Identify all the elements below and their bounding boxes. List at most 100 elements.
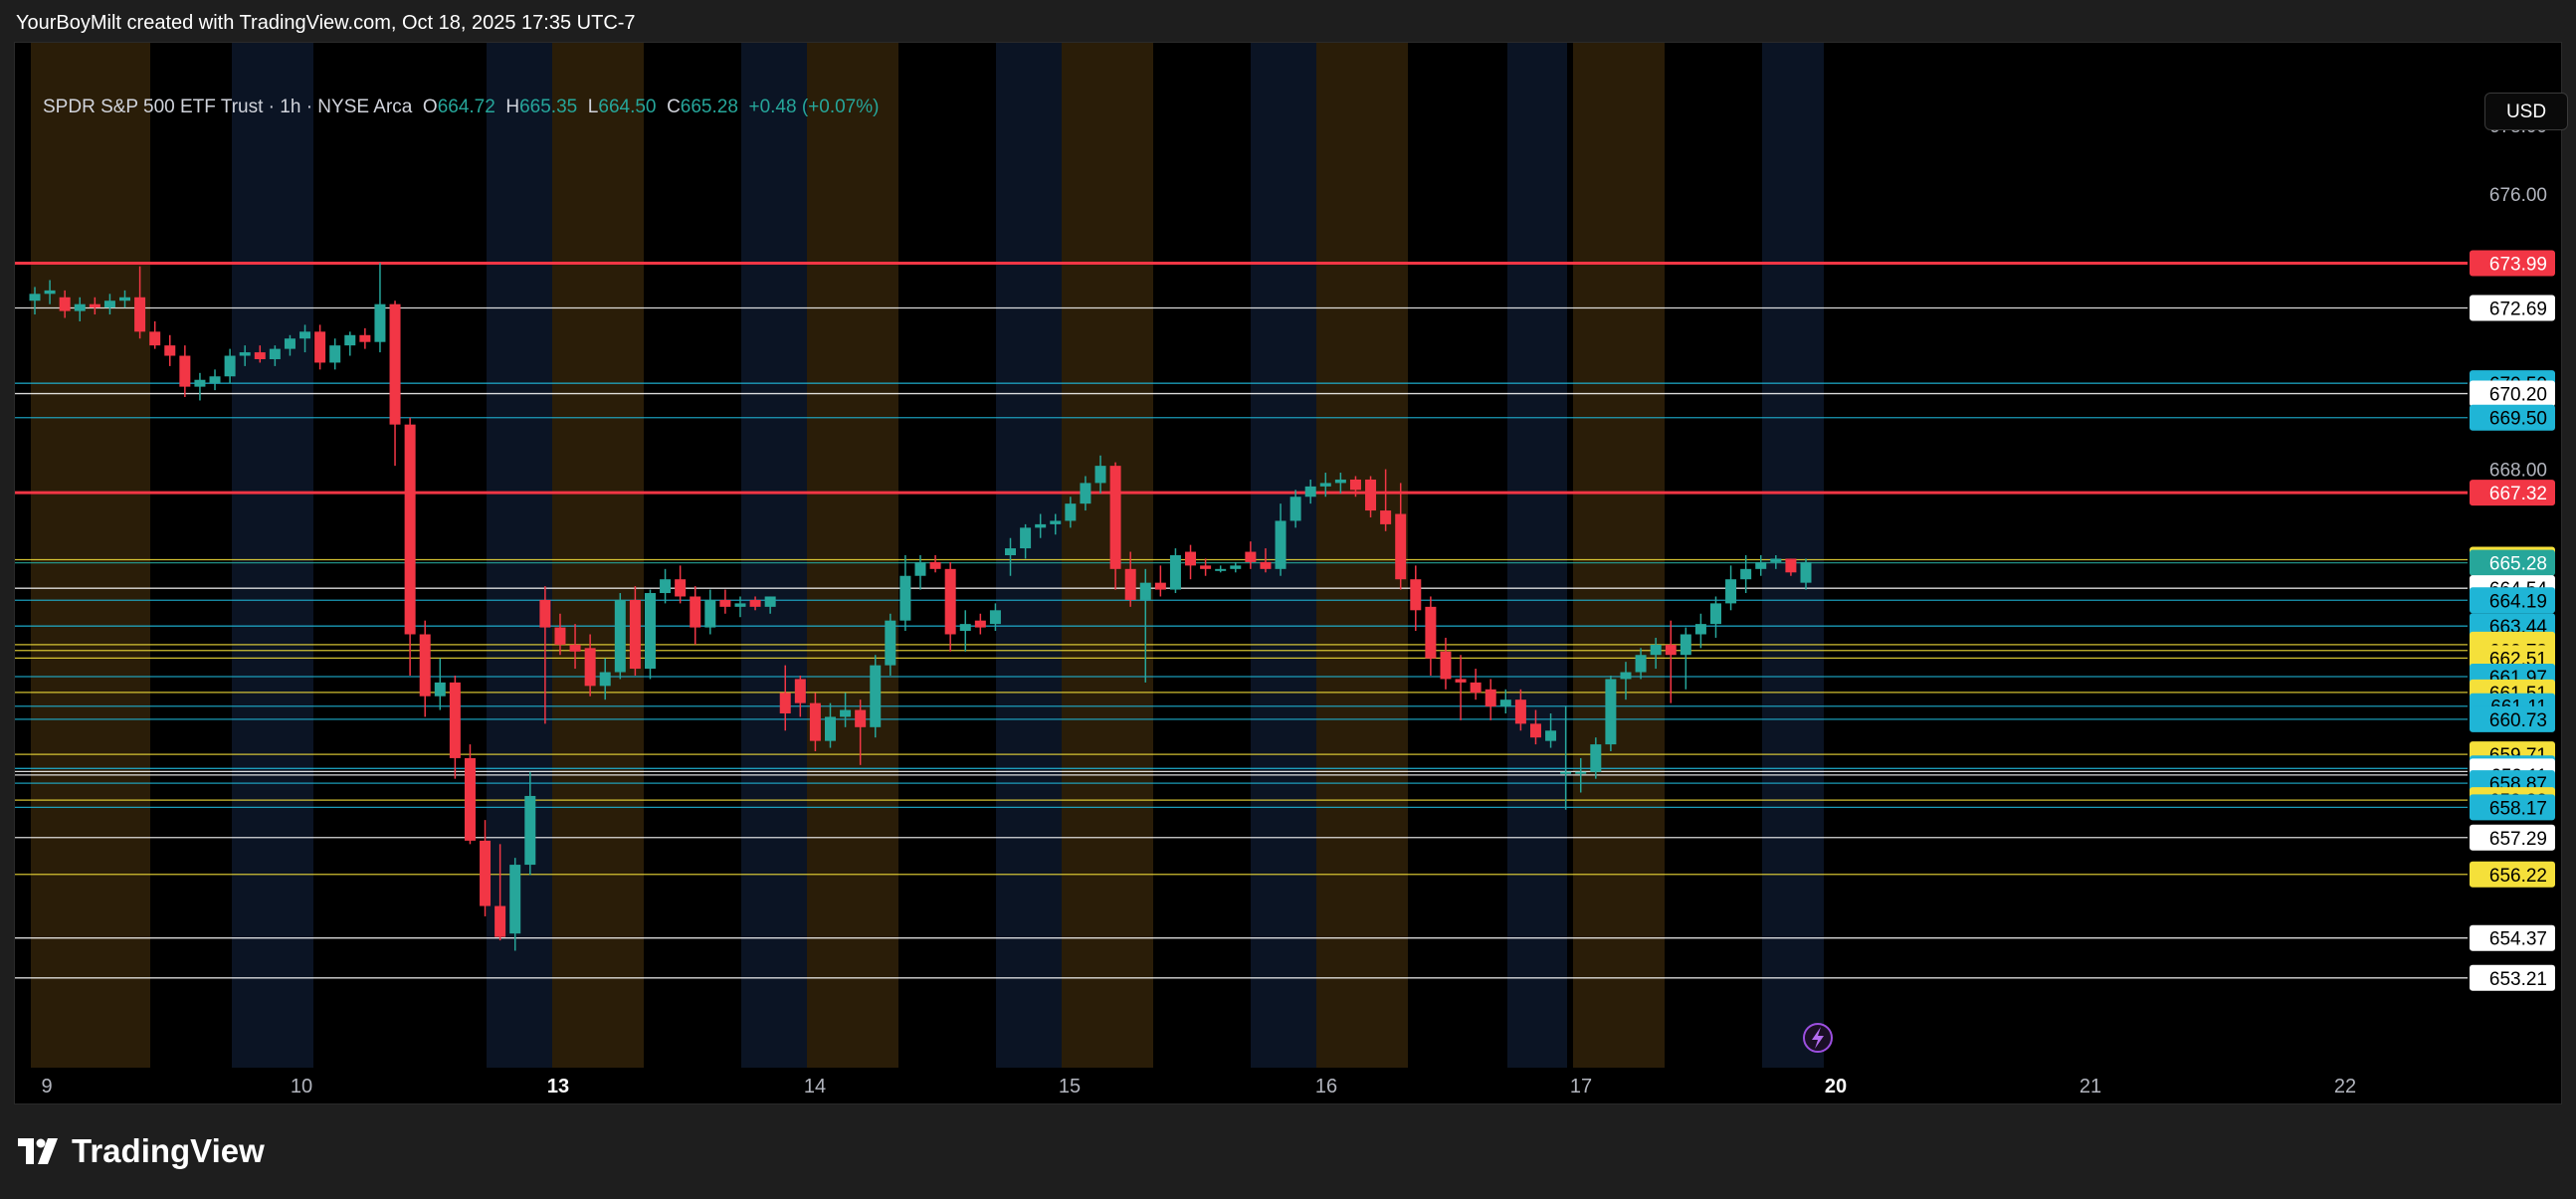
candle-body [59, 297, 71, 311]
candle-body [299, 331, 311, 339]
candle-body [989, 610, 1001, 625]
x-axis-tick-label: 22 [2334, 1076, 2356, 1098]
chart-pane[interactable]: 678.00676.00668.00673.99672.69670.50670.… [14, 42, 2568, 1105]
price-label-text: 664.19 [2489, 591, 2547, 612]
price-label-text: 653.21 [2489, 969, 2547, 990]
candle-body [134, 297, 146, 332]
candle-body [1440, 651, 1452, 680]
candle-body [1050, 520, 1062, 524]
candle-body [1770, 558, 1782, 562]
x-axis-tick-label: 9 [41, 1076, 52, 1098]
candle-body [629, 599, 641, 670]
close-value: 665.28 [680, 97, 738, 117]
candle-body [149, 331, 161, 346]
price-label-box [2470, 250, 2555, 277]
candle-body [644, 593, 656, 670]
candle-body [1635, 655, 1647, 673]
price-label-box [2470, 295, 2555, 321]
candle-body [224, 355, 236, 377]
price-levels [15, 262, 2468, 979]
candle-body [959, 624, 971, 632]
x-axis-tick-label: 20 [1825, 1076, 1847, 1098]
price-axis: 678.00676.00668.00673.99672.69670.50670.… [2470, 116, 2555, 991]
high-value: 665.35 [519, 97, 578, 117]
candle-body [584, 648, 596, 687]
candle-body [1349, 479, 1361, 491]
candle-body [480, 840, 492, 906]
candle-body [1094, 466, 1106, 484]
session-backgrounds [31, 43, 1824, 1068]
candle-body [614, 599, 626, 673]
price-label-box [2470, 705, 2555, 732]
candle-body [1365, 479, 1377, 511]
candle-body [404, 424, 416, 635]
candle-body [29, 294, 41, 301]
session-band [552, 43, 644, 1068]
tradingview-logo-icon [18, 1138, 58, 1164]
y-axis-tick-label: 676.00 [2489, 185, 2547, 206]
symbol-title[interactable]: SPDR S&P 500 ETF Trust · 1h · NYSE Arca [43, 97, 413, 117]
price-label-box [2470, 861, 2555, 888]
candle-body [1545, 730, 1557, 741]
candle-body [1455, 679, 1467, 683]
x-axis-tick-label: 16 [1315, 1076, 1337, 1098]
candle-body [719, 599, 731, 607]
candle-body [914, 561, 926, 576]
candle-body [539, 599, 551, 628]
chart-caption: YourBoyMilt created with TradingView.com… [16, 12, 636, 34]
candle-body [809, 702, 821, 741]
session-band [1507, 43, 1567, 1068]
candle-body [1725, 579, 1737, 604]
close-label: C [667, 97, 681, 117]
candle-body [1425, 606, 1437, 659]
price-label-text: 669.50 [2489, 409, 2547, 430]
session-band [1573, 43, 1665, 1068]
candle-body [44, 290, 56, 295]
candle-body [1289, 497, 1301, 521]
candle-body [1529, 723, 1541, 738]
open-value: 664.72 [437, 97, 495, 117]
candle-body [1514, 699, 1526, 724]
candle-body [1665, 644, 1677, 656]
candle-body [870, 665, 882, 727]
candle-body [734, 603, 746, 607]
x-axis-tick-label: 10 [291, 1076, 312, 1098]
candle-body [509, 865, 521, 934]
candle-body [434, 682, 446, 697]
ohlc-legend: SPDR S&P 500 ETF Trust · 1h · NYSE Arca … [43, 97, 879, 118]
candle-body [1169, 555, 1181, 590]
price-label-box [2470, 587, 2555, 614]
candle-body [1694, 624, 1706, 635]
price-label-text: 660.73 [2489, 710, 2547, 731]
session-band [1316, 43, 1408, 1068]
price-label-box [2470, 794, 2555, 821]
candle-body [1590, 744, 1602, 772]
price-label-text: 656.22 [2489, 866, 2547, 887]
candle-body [179, 355, 191, 387]
candle-body [209, 376, 221, 384]
candle-body [1470, 682, 1482, 694]
candle-body [1620, 672, 1632, 680]
candle-body [269, 348, 281, 359]
currency-button[interactable]: USD [2484, 93, 2568, 130]
candle-body [749, 599, 761, 607]
tradingview-logo: TradingView [18, 1132, 265, 1170]
candle-body [1005, 548, 1017, 555]
candle-body [329, 345, 341, 363]
chart-plot[interactable]: 678.00676.00668.00673.99672.69670.50670.… [15, 43, 2563, 1105]
time-axis: 9 10 13 14 15 16 17 20 21 22 [41, 1076, 2356, 1098]
candle-body [1035, 523, 1047, 528]
candle-body [1304, 486, 1316, 498]
session-band [31, 43, 150, 1068]
x-axis-tick-label: 17 [1570, 1076, 1592, 1098]
candle-body [779, 693, 791, 713]
candle-body [1215, 568, 1227, 571]
price-label-text: 672.69 [2489, 299, 2547, 319]
candle-body [1800, 561, 1812, 583]
candle-body [554, 627, 566, 645]
candle-body [1380, 510, 1392, 524]
change-value: +0.48 (+0.07%) [748, 97, 880, 117]
candle-body [855, 709, 867, 727]
candle-body [704, 599, 716, 628]
candle-body [419, 634, 431, 697]
